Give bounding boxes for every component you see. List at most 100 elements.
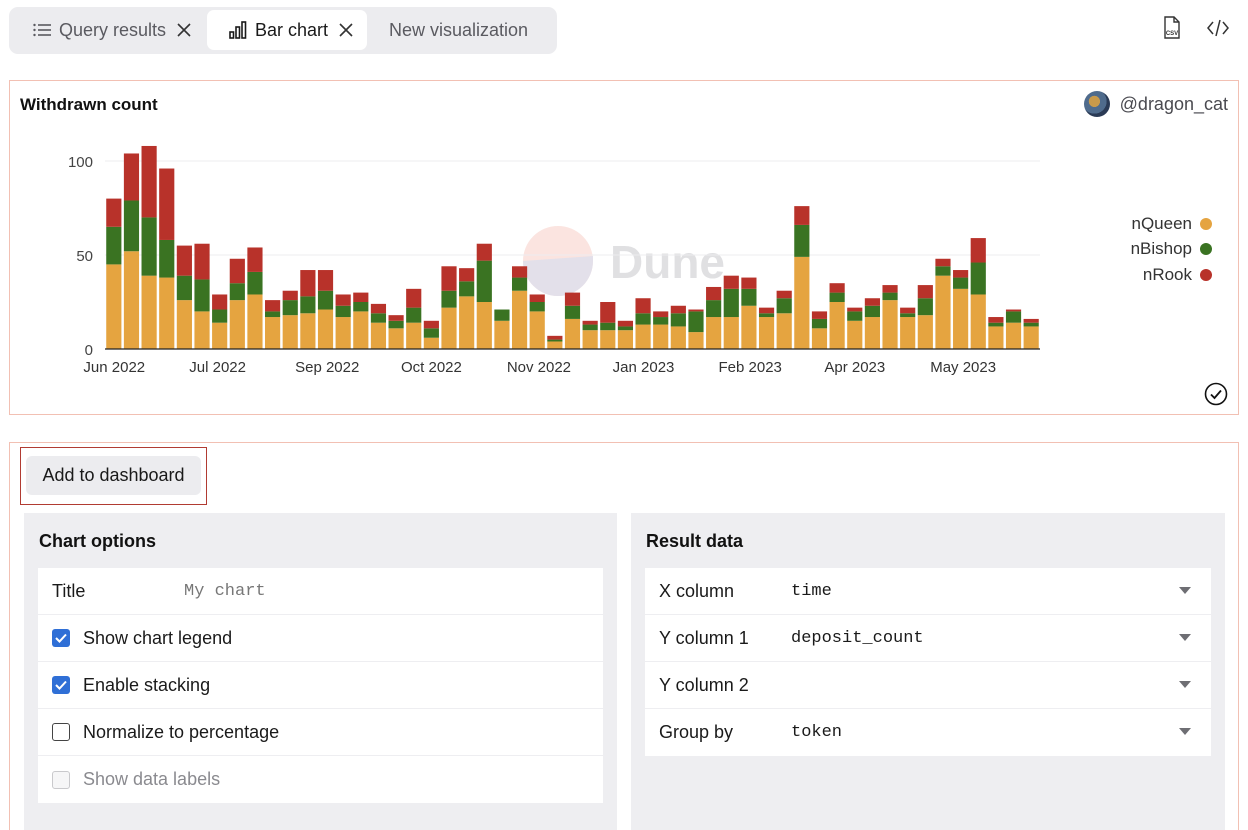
bar-nbishop	[141, 217, 157, 276]
bar-nqueen	[300, 313, 316, 349]
bar-nqueen	[688, 332, 704, 349]
bar-chart: Dune 0 50 100 Jun 2022 Jul 2022 Sep 2022 Oct …	[68, 145, 1040, 376]
bar-nqueen	[370, 322, 387, 349]
bar-nqueen	[776, 313, 792, 349]
bar-nqueen	[953, 288, 969, 349]
bar-nrook	[917, 285, 933, 299]
close-icon[interactable]	[174, 20, 194, 40]
bar-nbishop	[353, 302, 369, 312]
bar-nqueen	[794, 256, 810, 349]
bar-nbishop	[459, 281, 475, 297]
legend-item-nrook[interactable]: nRook	[1131, 262, 1212, 288]
tab-query-results[interactable]: Query results	[31, 10, 201, 50]
bar-nqueen	[123, 251, 140, 349]
close-icon[interactable]	[336, 20, 356, 40]
bar-nqueen	[317, 309, 334, 349]
bar-nqueen	[617, 330, 634, 349]
bar-nqueen	[388, 328, 404, 349]
x-tick-label: Jul 2022	[189, 359, 246, 376]
bar-nbishop	[388, 320, 404, 329]
bar-nrook	[988, 317, 1004, 323]
x-tick-label: Jun 2022	[83, 359, 145, 376]
bar-nqueen	[547, 341, 563, 349]
result-data-card: Result data X column time Y column 1 dep…	[631, 513, 1225, 830]
bar-nbishop	[829, 292, 845, 302]
legend-item-nbishop[interactable]: nBishop	[1131, 237, 1212, 263]
bar-nrook	[670, 305, 686, 314]
bar-nqueen	[811, 328, 828, 349]
check-circle-icon[interactable]	[1204, 382, 1228, 406]
bar-nbishop	[582, 324, 598, 331]
bar-nrook	[723, 275, 739, 289]
bar-nbishop	[406, 307, 422, 323]
bar-nbishop	[741, 288, 757, 306]
bar-nbishop	[882, 292, 898, 301]
tab-new-visualization[interactable]: New visualization	[389, 10, 549, 50]
bar-nbishop	[864, 305, 880, 318]
bar-nqueen	[829, 302, 845, 349]
bar-nrook	[1005, 309, 1022, 312]
code-embed-icon[interactable]	[1206, 16, 1230, 40]
dune-watermark: Dune	[523, 226, 725, 296]
normalize-row[interactable]: Normalize to percentage	[38, 709, 603, 756]
chevron-down-icon[interactable]	[1179, 634, 1191, 641]
bar-nbishop	[317, 290, 334, 310]
tab-label: Query results	[59, 19, 167, 40]
bar-nbishop	[176, 275, 192, 301]
bar-nrook	[247, 247, 263, 272]
watermark-text: Dune	[610, 236, 725, 288]
bar-nqueen	[406, 322, 422, 349]
legend-item-nqueen[interactable]: nQueen	[1131, 211, 1212, 237]
show-data-labels-label: Show data labels	[83, 769, 221, 789]
chart-owner[interactable]: @dragon_cat	[1083, 91, 1228, 117]
x-column-label: X column	[659, 580, 735, 601]
bar-nqueen	[970, 294, 986, 349]
bar-nbishop	[776, 298, 792, 314]
bar-nqueen	[653, 324, 669, 349]
bar-nqueen	[723, 317, 739, 349]
bar-nrook	[353, 292, 369, 302]
bar-nbishop	[335, 305, 351, 318]
add-to-dashboard-button[interactable]: Add to dashboard	[26, 456, 201, 495]
chart-title: Withdrawn count	[20, 95, 158, 114]
enable-stacking-row[interactable]: Enable stacking	[38, 662, 603, 709]
chevron-down-icon[interactable]	[1179, 728, 1191, 735]
bar-nrook	[811, 311, 828, 319]
result-data-heading: Result data	[646, 531, 744, 551]
bar-nrook	[406, 288, 422, 308]
bar-nqueen	[741, 305, 757, 349]
enable-stacking-checkbox[interactable]	[52, 676, 70, 694]
show-data-labels-checkbox	[52, 770, 70, 789]
x-tick-label: Apr 2023	[824, 359, 885, 376]
tab-bar-chart[interactable]: Bar chart	[207, 10, 367, 50]
bar-nqueen	[882, 300, 898, 349]
bar-nrook	[547, 335, 563, 340]
x-column-select[interactable]: X column time	[645, 568, 1211, 615]
y-column-2-select[interactable]: Y column 2	[645, 662, 1211, 709]
x-tick-label: Oct 2022	[401, 359, 462, 376]
bar-nrook	[529, 294, 545, 302]
bar-nqueen	[265, 317, 281, 349]
show-legend-checkbox[interactable]	[52, 629, 70, 647]
chevron-down-icon[interactable]	[1179, 587, 1191, 594]
csv-download-icon[interactable]: CSV	[1160, 16, 1184, 40]
y-tick-label: 0	[85, 342, 93, 359]
bar-nqueen	[600, 330, 616, 349]
bar-nbishop	[300, 296, 316, 314]
title-row[interactable]: Title My chart	[38, 568, 603, 615]
bar-nbishop	[811, 318, 828, 329]
bar-nrook	[741, 277, 757, 289]
bar-nbishop	[265, 311, 281, 318]
bar-nrook	[794, 206, 810, 225]
bar-nqueen	[459, 296, 475, 349]
bar-nqueen	[335, 317, 351, 349]
chart-legend: nQueen nBishop nRook	[1131, 211, 1212, 288]
title-input[interactable]: My chart	[184, 581, 266, 601]
bar-nrook	[953, 270, 969, 278]
chevron-down-icon[interactable]	[1179, 681, 1191, 688]
group-by-select[interactable]: Group by token	[645, 709, 1211, 756]
x-tick-label: Feb 2023	[719, 359, 782, 376]
y-column-1-select[interactable]: Y column 1 deposit_count	[645, 615, 1211, 662]
normalize-checkbox[interactable]	[52, 723, 70, 741]
show-legend-row[interactable]: Show chart legend	[38, 615, 603, 662]
